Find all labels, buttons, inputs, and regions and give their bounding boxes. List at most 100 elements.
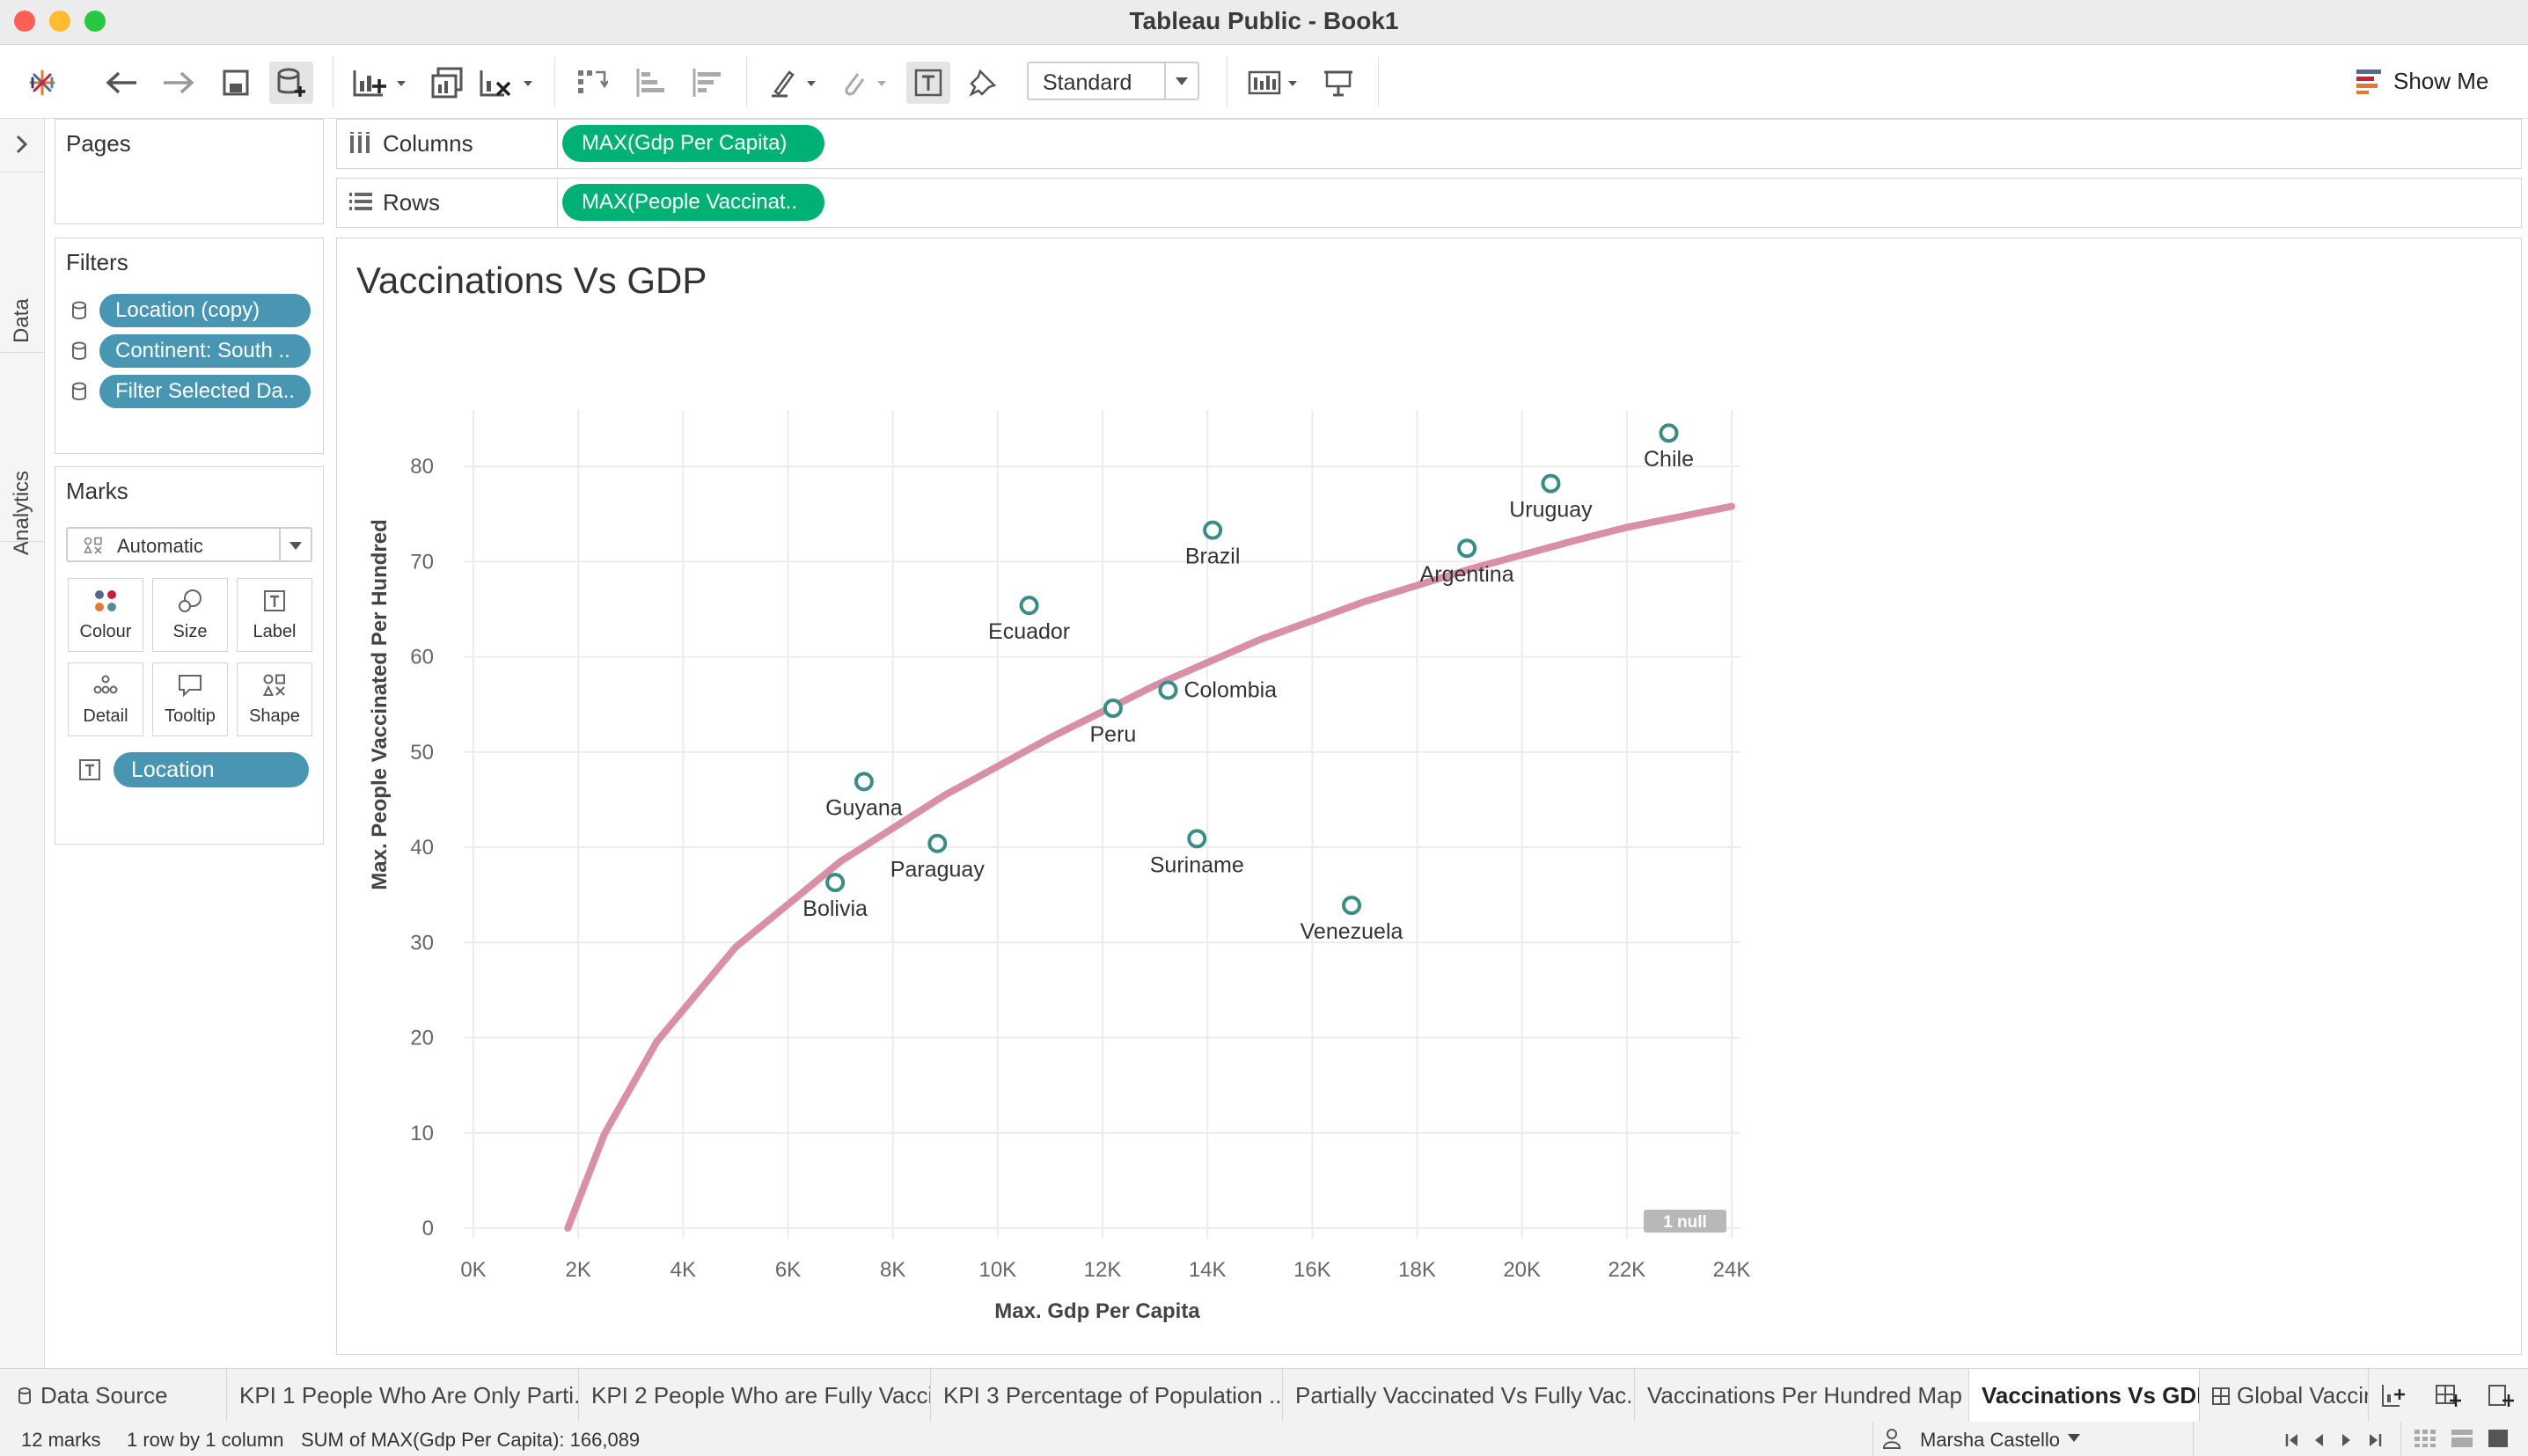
- data-point[interactable]: [1019, 596, 1039, 616]
- data-point[interactable]: [1342, 896, 1362, 916]
- detail-label: Detail: [83, 706, 128, 726]
- maximize-window-button[interactable]: [84, 11, 106, 32]
- sheet-sorter-view-icon[interactable]: [2451, 1430, 2473, 1452]
- x-tick-label: 8K: [880, 1258, 905, 1282]
- new-worksheet-tab-icon[interactable]: [2376, 1379, 2411, 1411]
- filters-card[interactable]: Filters Location (copy) Continent: South…: [55, 238, 324, 454]
- shape-button[interactable]: Shape: [237, 662, 312, 736]
- clear-sheet-icon[interactable]: [475, 62, 537, 104]
- data-point[interactable]: [1203, 520, 1223, 540]
- filter-item[interactable]: Filter Selected Da..: [71, 375, 311, 408]
- detail-icon: [93, 675, 118, 694]
- filter-pill-location-copy[interactable]: Location (copy): [99, 294, 311, 327]
- minimize-window-button[interactable]: [49, 11, 70, 32]
- data-points[interactable]: Chile Uruguay Argentina Brazil Ecuador Colomb…: [802, 423, 1694, 944]
- first-sheet-icon[interactable]: [2284, 1430, 2300, 1453]
- sheet-tab-kpi3[interactable]: KPI 3 Percentage of Population ...: [931, 1369, 1283, 1422]
- sheet-tab-global-vaccinations[interactable]: Global Vaccir: [2200, 1369, 2369, 1422]
- view-area[interactable]: Vaccinations Vs GDP 0K 2K 4K 6K 8K 10K 12K 14K 1…: [336, 238, 2522, 1355]
- x-tick-label: 12K: [1084, 1258, 1122, 1282]
- status-user-name[interactable]: Marsha Castello: [1920, 1429, 2060, 1451]
- y-axis-title[interactable]: Max. People Vaccinated Per Hundred: [368, 519, 392, 889]
- tooltip-button[interactable]: Tooltip: [152, 662, 228, 736]
- sheet-tab-vaccinations-vs-gdp[interactable]: Vaccinations Vs GDP: [1969, 1369, 2200, 1422]
- data-point[interactable]: [1659, 423, 1679, 443]
- data-source-tab[interactable]: Data Source: [0, 1369, 227, 1422]
- size-button[interactable]: Size: [152, 578, 228, 652]
- sort-ascending-icon[interactable]: [630, 62, 670, 104]
- columns-pill[interactable]: MAX(Gdp Per Capita): [562, 125, 824, 162]
- tabs-view-icon[interactable]: [2488, 1430, 2508, 1452]
- data-point[interactable]: [1541, 473, 1561, 494]
- filter-item[interactable]: Location (copy): [71, 294, 311, 327]
- analytics-pane-tab[interactable]: Analytics: [10, 470, 33, 555]
- colour-button[interactable]: Colour: [68, 578, 143, 652]
- chevron-down-icon[interactable]: [279, 529, 311, 560]
- database-icon: [72, 341, 86, 360]
- data-point[interactable]: [1103, 699, 1123, 719]
- filter-item[interactable]: Continent: South ..: [71, 334, 311, 368]
- data-point-label: Guyana: [825, 795, 903, 820]
- previous-sheet-icon[interactable]: [2312, 1430, 2325, 1453]
- new-dashboard-tab-icon[interactable]: [2430, 1379, 2466, 1411]
- data-point[interactable]: [1187, 829, 1207, 849]
- label-button[interactable]: Label: [237, 578, 312, 652]
- new-story-tab-icon[interactable]: [2483, 1379, 2518, 1411]
- x-tick-label: 10K: [978, 1258, 1016, 1282]
- location-field-pill[interactable]: Location: [114, 752, 309, 787]
- user-menu-chevron-icon[interactable]: [2068, 1434, 2080, 1442]
- sort-descending-icon[interactable]: [686, 62, 727, 104]
- sheet-tab-kpi1[interactable]: KPI 1 People Who Are Only Parti...: [227, 1369, 579, 1422]
- data-point[interactable]: [854, 772, 874, 792]
- next-sheet-icon[interactable]: [2341, 1430, 2353, 1453]
- sheet-tab-global-label: Global Vaccir: [2237, 1382, 2369, 1408]
- pages-card[interactable]: Pages: [55, 119, 324, 224]
- redo-icon[interactable]: [158, 62, 199, 104]
- expand-panel-icon[interactable]: [7, 129, 37, 159]
- null-indicator[interactable]: 1 null: [1644, 1210, 1726, 1233]
- highlight-icon[interactable]: [766, 62, 824, 104]
- sheet-tab-map[interactable]: Vaccinations Per Hundred Map: [1635, 1369, 1969, 1422]
- swap-rows-columns-icon[interactable]: [572, 62, 612, 104]
- data-point-label: Suriname: [1150, 852, 1244, 877]
- save-icon[interactable]: [216, 62, 256, 104]
- group-members-icon[interactable]: [836, 62, 894, 104]
- detail-button[interactable]: Detail: [68, 662, 143, 736]
- data-point-label: Paraguay: [890, 858, 986, 882]
- presentation-mode-icon[interactable]: [1318, 62, 1359, 104]
- data-point[interactable]: [927, 833, 948, 853]
- chevron-down-icon[interactable]: [1164, 63, 1198, 99]
- show-mark-labels-icon[interactable]: [906, 62, 950, 104]
- trend-line[interactable]: [564, 502, 1735, 1232]
- sheet-tab-partial-vs-full[interactable]: Partially Vaccinated Vs Fully Vac...: [1283, 1369, 1635, 1422]
- last-sheet-icon[interactable]: [2367, 1430, 2383, 1453]
- new-worksheet-icon[interactable]: [348, 62, 410, 104]
- filter-pill-selected-date[interactable]: Filter Selected Da..: [99, 375, 311, 408]
- rows-pill[interactable]: MAX(People Vaccinat..: [562, 184, 824, 221]
- mark-type-dropdown[interactable]: Automatic: [66, 527, 312, 562]
- show-me-label: Show Me: [2393, 67, 2489, 94]
- data-point[interactable]: [1457, 538, 1477, 559]
- data-point-label: Brazil: [1185, 545, 1241, 569]
- new-data-source-icon[interactable]: [269, 62, 313, 104]
- columns-shelf[interactable]: Columns MAX(Gdp Per Capita): [336, 119, 2522, 169]
- data-point[interactable]: [825, 873, 846, 893]
- fit-dropdown[interactable]: Standard: [1027, 62, 1199, 100]
- show-cards-icon[interactable]: [1242, 62, 1308, 104]
- tableau-logo-icon[interactable]: [25, 62, 60, 104]
- x-axis-title[interactable]: Max. Gdp Per Capita: [994, 1299, 1200, 1323]
- shape-icon: [262, 674, 285, 696]
- sheet-tab-kpi2[interactable]: KPI 2 People Who are Fully Vacci...: [579, 1369, 931, 1422]
- pages-title: Pages: [66, 130, 131, 157]
- filter-pill-continent[interactable]: Continent: South ..: [99, 334, 311, 368]
- data-point[interactable]: [1158, 680, 1178, 700]
- scatter-chart[interactable]: 0K 2K 4K 6K 8K 10K 12K 14K 16K 18K 20K 22K 24K 0 10 20 3…: [337, 238, 2521, 1354]
- rows-shelf[interactable]: Rows MAX(People Vaccinat..: [336, 178, 2522, 228]
- show-me-button[interactable]: Show Me: [2356, 62, 2488, 100]
- undo-icon[interactable]: [101, 62, 142, 104]
- fix-axes-pin-icon[interactable]: [963, 62, 1003, 104]
- filmstrip-view-icon[interactable]: [2414, 1430, 2436, 1452]
- mark-field-row[interactable]: Location: [78, 752, 309, 787]
- close-window-button[interactable]: [14, 11, 35, 32]
- duplicate-sheet-icon[interactable]: [427, 62, 467, 104]
